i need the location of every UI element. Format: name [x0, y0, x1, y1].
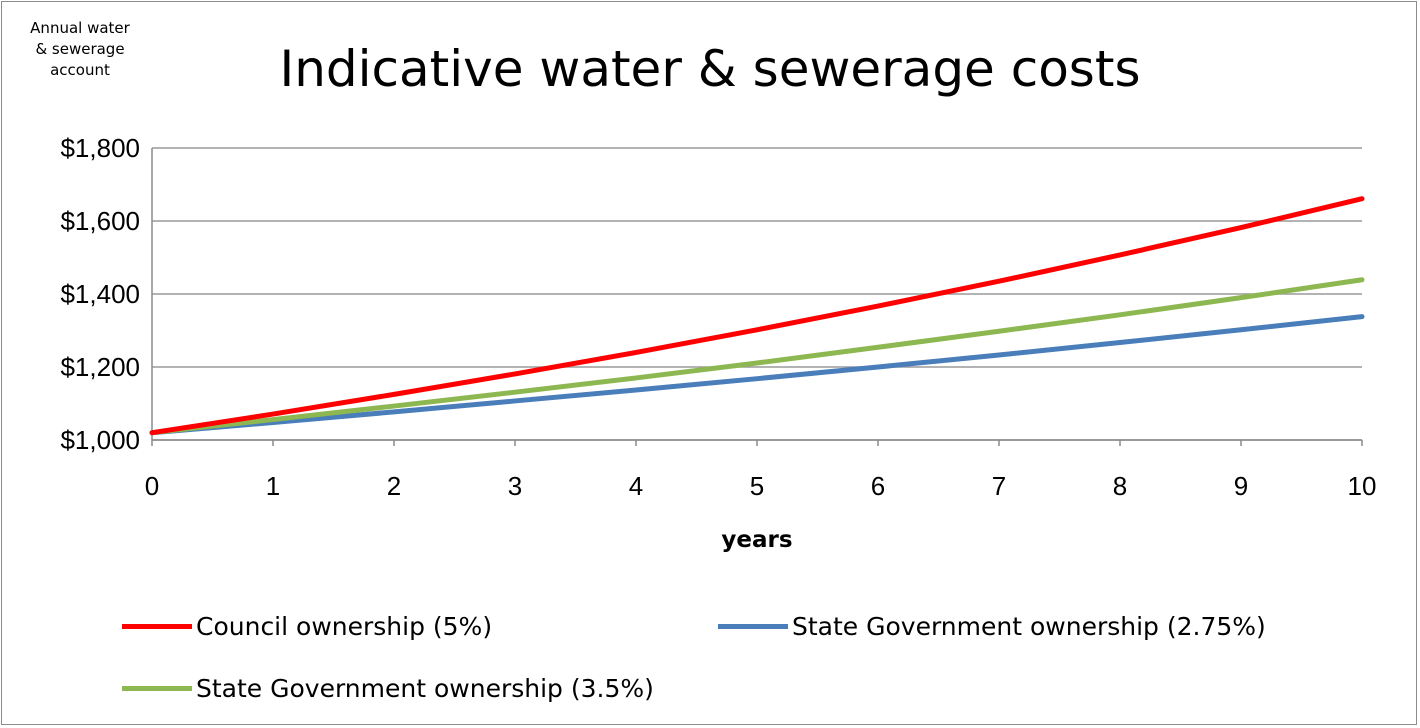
- y-tick-label: $1,400: [60, 279, 140, 309]
- series-line-state-2-75: [149, 314, 1365, 436]
- y-axis-label-line: Annual water: [30, 19, 130, 37]
- legend-swatch-state-3-5: [122, 686, 192, 691]
- x-tick-label: 4: [629, 471, 643, 501]
- x-tick-label: 6: [871, 471, 885, 501]
- legend-label-state-2-75: State Government ownership (2.75%): [792, 612, 1266, 641]
- legend-label-council: Council ownership (5%): [196, 612, 493, 641]
- x-tick-label: 10: [1348, 471, 1377, 501]
- series-line-state-3-5: [149, 277, 1365, 436]
- x-tick-label: 8: [1113, 471, 1127, 501]
- y-tick-label: $1,000: [60, 425, 140, 455]
- x-tick-label: 1: [266, 471, 280, 501]
- x-tick-label: 3: [508, 471, 522, 501]
- y-axis-label: Annual water & sewerage account: [14, 18, 146, 81]
- y-axis-label-line: & sewerage: [35, 40, 125, 58]
- x-tick-label: 0: [145, 471, 159, 501]
- legend-swatch-state-2-75: [718, 624, 788, 629]
- series-line-council: [149, 196, 1365, 436]
- legend-item-council: Council ownership (5%): [122, 612, 492, 641]
- legend-swatch-council: [122, 624, 192, 629]
- legend-label-state-3-5: State Government ownership (3.5%): [196, 674, 654, 703]
- x-tick-label: 9: [1234, 471, 1248, 501]
- x-axis-title: years: [721, 527, 792, 553]
- y-tick-label: $1,600: [60, 206, 140, 236]
- chart-title: Indicative water & sewerage costs: [279, 40, 1141, 98]
- y-axis-label-line: account: [50, 61, 110, 79]
- legend-item-state-3-5: State Government ownership (3.5%): [122, 674, 654, 703]
- x-tick-label: 7: [992, 471, 1006, 501]
- y-tick-label: $1,800: [60, 133, 140, 163]
- x-tick-label: 2: [387, 471, 401, 501]
- x-tick-label: 5: [750, 471, 764, 501]
- y-tick-label: $1,200: [60, 352, 140, 382]
- legend-item-state-2-75: State Government ownership (2.75%): [718, 612, 1266, 641]
